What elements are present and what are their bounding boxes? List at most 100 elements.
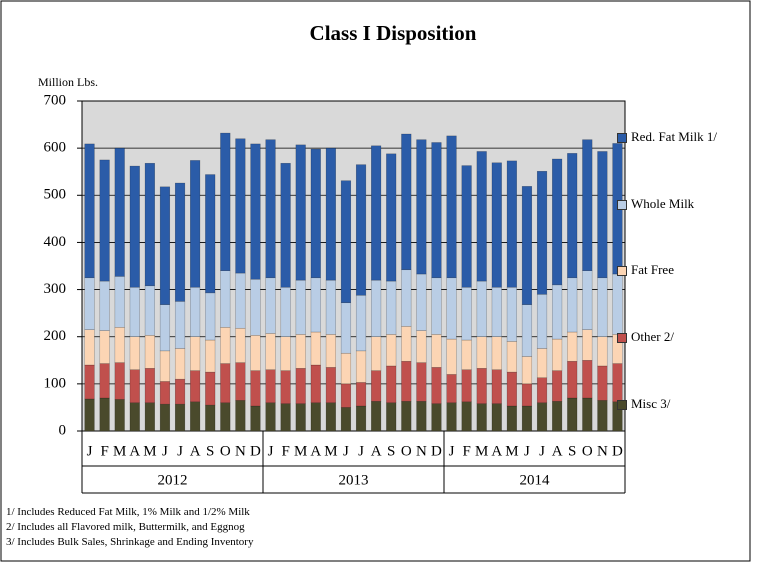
x-tick-label: A xyxy=(371,443,382,459)
bar-segment xyxy=(386,365,397,403)
x-tick-label: N xyxy=(235,443,246,459)
bar-segment xyxy=(552,284,563,340)
legend-label: Other 2/ xyxy=(631,329,674,344)
bar-segment xyxy=(446,135,457,279)
bar-segment xyxy=(235,400,246,432)
bar-segment xyxy=(310,331,321,366)
bar-segment xyxy=(371,145,382,281)
bar-segment xyxy=(506,371,517,407)
bar-segment xyxy=(340,352,352,385)
bar-segment xyxy=(99,330,110,364)
bar-segment xyxy=(536,402,548,432)
bar-segment xyxy=(567,277,578,333)
bar-segment xyxy=(491,403,502,432)
bar-segment xyxy=(431,142,442,279)
bar-segment xyxy=(552,401,563,432)
legend-label: Whole Milk xyxy=(631,196,695,211)
bar-segment xyxy=(597,277,608,337)
bar-segment xyxy=(582,329,593,361)
bar-segment xyxy=(190,286,201,337)
bar-segment xyxy=(144,368,155,403)
bar-segment xyxy=(280,336,291,371)
bar-segment xyxy=(250,143,261,280)
bar-segment xyxy=(265,277,276,334)
y-tick-label: 600 xyxy=(44,140,67,156)
year-label: 2013 xyxy=(339,472,369,488)
bar-segment xyxy=(265,333,276,370)
x-tick-label: J xyxy=(343,443,349,459)
bar-segment xyxy=(144,285,155,336)
bar-segment xyxy=(582,360,593,399)
bar-segment xyxy=(280,370,291,404)
bar-segment xyxy=(129,369,140,403)
x-tick-label: O xyxy=(401,443,412,459)
y-tick-label: 400 xyxy=(44,234,67,250)
bar-segment xyxy=(582,270,593,330)
bar-segment xyxy=(521,383,533,407)
bar-segment xyxy=(371,336,382,371)
bar-segment xyxy=(446,402,457,432)
x-tick-label: J xyxy=(268,443,274,459)
y-axis-label: Million Lbs. xyxy=(38,75,98,89)
bar-segment xyxy=(174,182,186,302)
bar-segment xyxy=(476,151,487,282)
bar-segment xyxy=(99,397,110,432)
y-tick-label: 100 xyxy=(44,375,67,391)
bar-segment xyxy=(536,348,548,378)
x-tick-label: A xyxy=(552,443,563,459)
bar-segment xyxy=(250,335,261,371)
bar-segment xyxy=(386,280,397,335)
bar-segment xyxy=(159,304,171,352)
x-tick-label: J xyxy=(162,443,168,459)
bar-segment xyxy=(567,360,578,399)
legend-swatch xyxy=(617,400,627,410)
x-tick-label: M xyxy=(505,443,518,459)
bar-segment xyxy=(461,369,472,403)
bar-segment xyxy=(190,401,201,432)
year-label: 2012 xyxy=(158,472,188,488)
bar-segment xyxy=(114,147,125,277)
bar-segment xyxy=(461,339,472,370)
bar-segment xyxy=(205,404,216,432)
bar-segment xyxy=(174,403,186,432)
x-tick-label: A xyxy=(129,443,140,459)
bar-segment xyxy=(371,401,382,432)
bar-segment xyxy=(84,277,95,330)
bar-segment xyxy=(536,294,548,349)
bar-segment xyxy=(476,368,487,404)
x-tick-label: A xyxy=(190,443,201,459)
bar-segment xyxy=(325,367,336,403)
bar-segment xyxy=(144,402,155,432)
bar-segment xyxy=(355,164,367,296)
legend-item: Fat Free xyxy=(617,262,747,278)
bar-segment xyxy=(325,147,336,281)
bar-segment xyxy=(265,369,276,403)
bar-segment xyxy=(159,350,171,382)
bar-segment xyxy=(310,148,321,279)
bar-segment xyxy=(84,143,95,279)
bar-segment xyxy=(205,292,216,341)
bar-segment xyxy=(310,364,321,403)
footnote: 2/ Includes all Flavored milk, Buttermil… xyxy=(6,521,245,533)
bar-segment xyxy=(597,151,608,279)
bar-segment xyxy=(99,159,110,282)
bar-segment xyxy=(536,170,548,295)
x-tick-label: D xyxy=(612,443,623,459)
bar-segment xyxy=(506,160,517,288)
x-tick-label: M xyxy=(324,443,337,459)
x-tick-label: S xyxy=(568,443,576,459)
legend-label: Misc 3/ xyxy=(631,396,671,411)
bar-segment xyxy=(205,174,216,294)
bar-segment xyxy=(310,402,321,432)
bar-segment xyxy=(401,133,412,271)
legend-label: Red. Fat Milk 1/ xyxy=(631,129,717,144)
bar-segment xyxy=(355,405,367,432)
bar-segment xyxy=(235,138,246,274)
bar-segment xyxy=(129,286,140,337)
x-tick-label: A xyxy=(491,443,502,459)
bar-segment xyxy=(250,278,261,336)
x-tick-label: J xyxy=(524,443,530,459)
bar-segment xyxy=(159,403,171,432)
bar-segment xyxy=(220,132,231,271)
x-tick-label: J xyxy=(358,443,364,459)
